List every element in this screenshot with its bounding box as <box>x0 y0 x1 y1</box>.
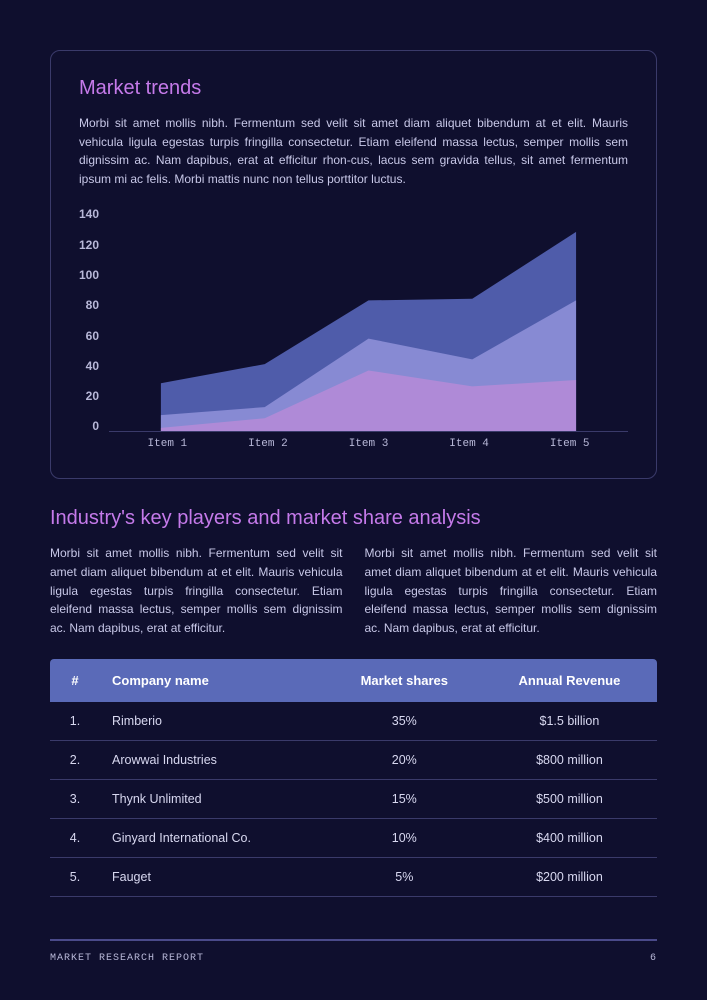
table-cell: 4. <box>50 819 100 858</box>
y-tick: 0 <box>92 420 99 432</box>
table-cell: 5% <box>327 858 482 897</box>
table-row: 3.Thynk Unlimited15%$500 million <box>50 780 657 819</box>
y-tick: 140 <box>79 208 99 220</box>
chart-plot-area <box>109 208 628 432</box>
table-cell: 2. <box>50 741 100 780</box>
area-chart: 140120100806040200 Item 1Item 2Item 3Ite… <box>79 208 628 450</box>
table-cell: 10% <box>327 819 482 858</box>
y-tick: 120 <box>79 239 99 251</box>
chart-y-axis: 140 120 100 80 60 40 20 0 <box>79 208 109 432</box>
market-trends-card: Market trends Morbi sit amet mollis nibh… <box>50 50 657 479</box>
col-header: Company name <box>100 659 327 702</box>
table-header-row: # Company name Market shares Annual Reve… <box>50 659 657 702</box>
y-tick: 40 <box>86 360 99 372</box>
table-cell: 1. <box>50 702 100 741</box>
table-cell: $800 million <box>482 741 657 780</box>
table-cell: 5. <box>50 858 100 897</box>
table-cell: 35% <box>327 702 482 741</box>
table-cell: 3. <box>50 780 100 819</box>
x-tick: Item 3 <box>318 438 419 450</box>
table-row: 4.Ginyard International Co.10%$400 milli… <box>50 819 657 858</box>
table-cell: $500 million <box>482 780 657 819</box>
company-table: # Company name Market shares Annual Reve… <box>50 659 657 897</box>
section-heading: Market trends <box>79 77 628 100</box>
table-cell: Fauget <box>100 858 327 897</box>
page-footer: MARKET RESEARCH REPORT 6 <box>50 939 657 964</box>
y-tick: 100 <box>79 269 99 281</box>
footer-label: MARKET RESEARCH REPORT <box>50 953 204 964</box>
table-cell: $400 million <box>482 819 657 858</box>
col-header: Annual Revenue <box>482 659 657 702</box>
column-text: Morbi sit amet mollis nibh. Fermentum se… <box>365 544 658 637</box>
x-tick: Item 4 <box>419 438 520 450</box>
table-cell: $200 million <box>482 858 657 897</box>
column-text: Morbi sit amet mollis nibh. Fermentum se… <box>50 544 343 637</box>
table-cell: Rimberio <box>100 702 327 741</box>
table-cell: $1.5 billion <box>482 702 657 741</box>
x-tick: Item 5 <box>519 438 620 450</box>
table-cell: Arowwai Industries <box>100 741 327 780</box>
y-tick: 80 <box>86 299 99 311</box>
x-tick: Item 1 <box>117 438 218 450</box>
section-body: Morbi sit amet mollis nibh. Fermentum se… <box>79 114 628 188</box>
table-cell: Thynk Unlimited <box>100 780 327 819</box>
col-header: Market shares <box>327 659 482 702</box>
table-cell: 20% <box>327 741 482 780</box>
table-row: 2.Arowwai Industries20%$800 million <box>50 741 657 780</box>
chart-x-axis: Item 1Item 2Item 3Item 4Item 5 <box>109 432 628 450</box>
two-column-text: Morbi sit amet mollis nibh. Fermentum se… <box>50 544 657 637</box>
table-row: 1.Rimberio35%$1.5 billion <box>50 702 657 741</box>
y-tick: 20 <box>86 390 99 402</box>
table-row: 5.Fauget5%$200 million <box>50 858 657 897</box>
y-tick: 60 <box>86 330 99 342</box>
table-cell: 15% <box>327 780 482 819</box>
page-number: 6 <box>650 953 657 964</box>
col-header: # <box>50 659 100 702</box>
x-tick: Item 2 <box>218 438 319 450</box>
table-cell: Ginyard International Co. <box>100 819 327 858</box>
section-heading: Industry's key players and market share … <box>50 507 657 530</box>
